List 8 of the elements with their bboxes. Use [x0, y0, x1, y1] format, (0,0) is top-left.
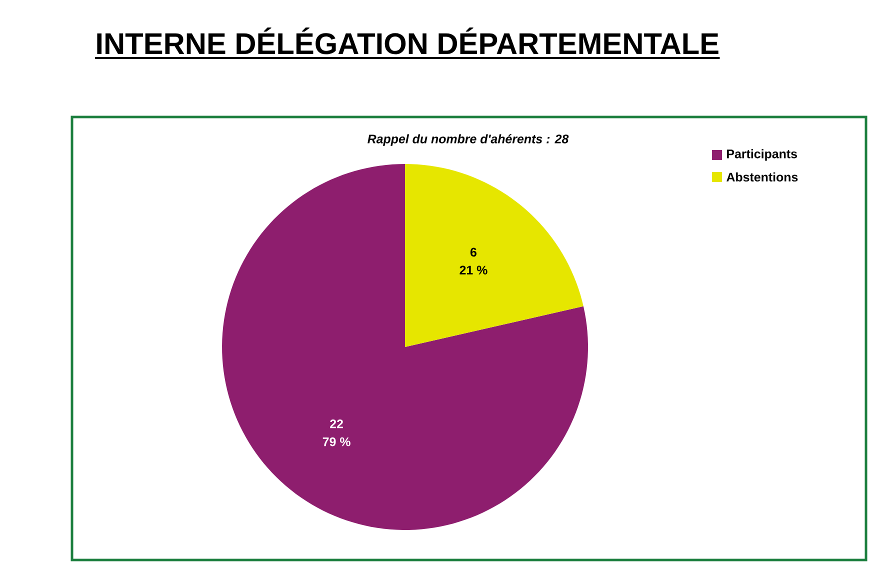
chart-subtitle: Rappel du nombre d'ahérents : 28: [368, 134, 569, 146]
data-label: 22: [330, 419, 343, 428]
chart-title: INTERNE DÉLÉGATION DÉPARTEMENTALE: [97, 28, 718, 54]
text: 21 %: [460, 266, 488, 274]
legend-label: Abstentions: [726, 172, 798, 182]
data-label: 6: [470, 248, 476, 257]
legend-label: Participants: [727, 149, 797, 161]
text: 79 %: [322, 437, 350, 446]
